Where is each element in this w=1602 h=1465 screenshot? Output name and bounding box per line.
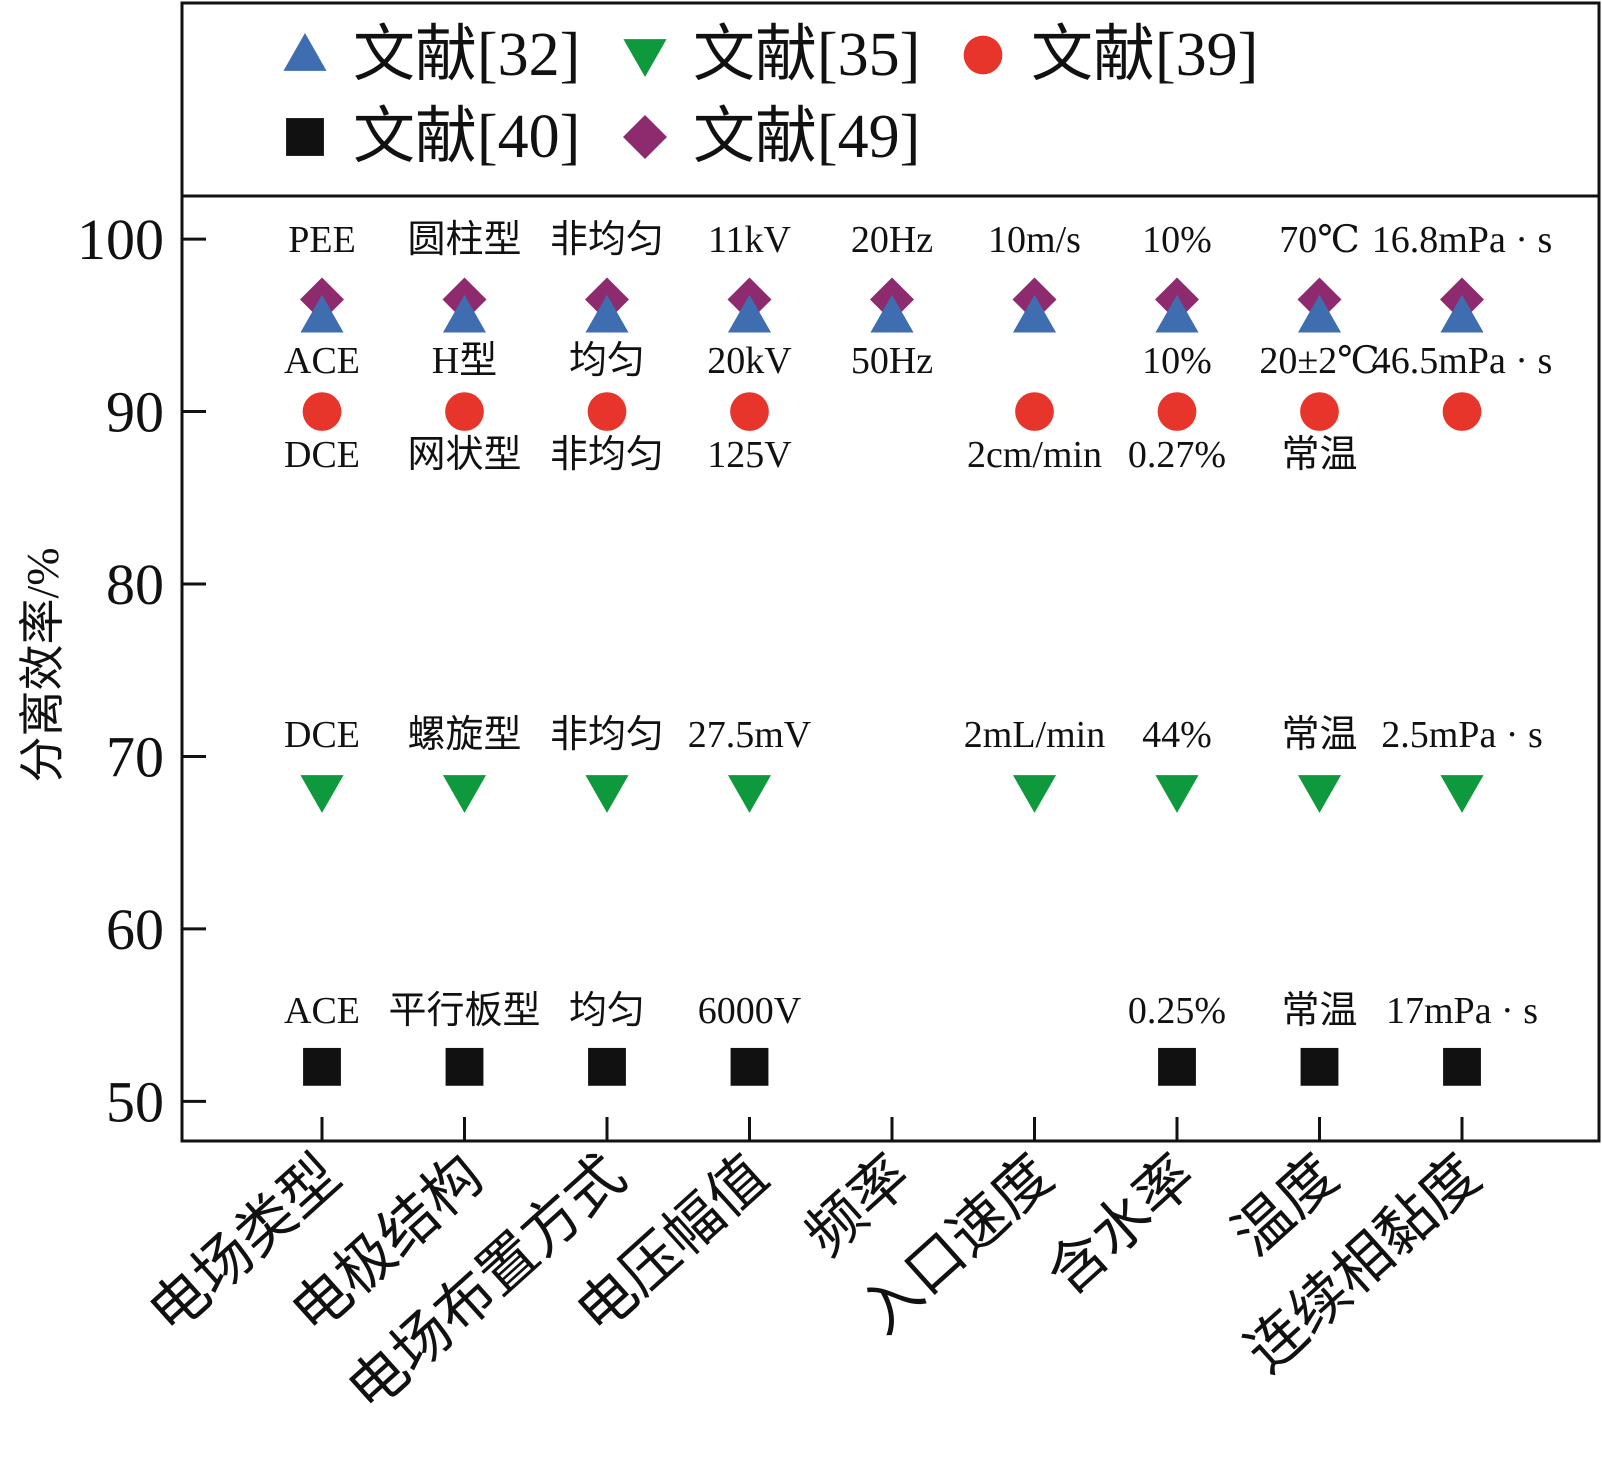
data-point-triangle-down <box>442 775 487 813</box>
point-annotation-label: 网状型 <box>407 434 521 476</box>
data-point-triangle-up <box>442 294 487 333</box>
legend-entry-label: 文献[35] <box>693 21 920 89</box>
data-point-circle <box>1015 392 1054 431</box>
data-point-square <box>445 1047 484 1086</box>
point-annotation-label: ACE <box>284 990 360 1032</box>
y-tick-label: 50 <box>106 1069 164 1134</box>
y-axis: 50 60 70 80 90 100 <box>77 207 206 1134</box>
point-annotation-label: 125V <box>707 434 792 476</box>
data-point-triangle-up <box>870 294 914 333</box>
point-annotation-label: 2cm/min <box>967 434 1102 476</box>
legend-marker-triangle-up <box>283 33 327 71</box>
point-annotation-label: 2.5mPa · s <box>1381 714 1543 756</box>
legend-entry-label: 文献[39] <box>1031 21 1258 89</box>
data-point-triangle-down <box>300 775 344 813</box>
point-annotation-label: PEE <box>288 219 356 261</box>
data-point-circle <box>302 392 342 431</box>
point-annotation-label: 6000V <box>698 990 802 1032</box>
legend: 文献[32] 文献[35] 文献[39] 文献[40] 文献[49] <box>283 21 1258 171</box>
point-annotation-label: 0.25% <box>1128 990 1226 1032</box>
point-annotation-label: 44% <box>1142 714 1212 756</box>
data-point-triangle-down <box>585 775 629 813</box>
data-point-circle <box>1300 392 1339 431</box>
data-point-circle <box>1442 392 1482 431</box>
point-annotation-label: 16.8mPa · s <box>1372 219 1553 261</box>
data-point-triangle-up <box>585 294 629 333</box>
legend-entry-label: 文献[32] <box>353 21 580 89</box>
data-point-circle <box>445 392 484 431</box>
point-annotation-label: 46.5mPa · s <box>1372 340 1553 382</box>
y-tick-label: 90 <box>106 380 164 445</box>
legend-entry-label: 文献[49] <box>693 103 920 171</box>
data-point-circle <box>730 392 769 431</box>
point-annotation-label: 均匀 <box>569 340 645 382</box>
legend-marker-diamond <box>623 115 667 159</box>
point-annotation-label: DCE <box>284 714 360 756</box>
y-tick-label: 60 <box>106 897 164 962</box>
data-point-triangle-up <box>1012 294 1057 333</box>
point-annotation-label: 非均匀 <box>550 714 664 756</box>
data-point-square <box>303 1047 341 1086</box>
point-annotation-label: 10% <box>1142 340 1212 382</box>
point-annotation-label: 20±2℃ <box>1259 340 1379 382</box>
point-annotation-label: 11kV <box>708 219 792 261</box>
data-point-triangle-up <box>1155 294 1199 333</box>
point-annotation-label: 常温 <box>1281 990 1357 1032</box>
x-category-label: 含水率 <box>1035 1142 1208 1307</box>
data-point-circle <box>1157 392 1197 431</box>
y-tick-label: 70 <box>106 724 164 789</box>
point-annotation-label: 17mPa · s <box>1386 990 1538 1032</box>
markers <box>300 277 1484 1086</box>
data-point-triangle-up <box>1297 294 1342 333</box>
data-point-triangle-down <box>1155 775 1199 813</box>
data-point-circle <box>587 392 627 431</box>
data-point-triangle-down <box>1012 775 1057 813</box>
legend-marker-circle <box>963 35 1003 75</box>
y-tick-label: 80 <box>106 552 164 617</box>
point-annotation-label: 螺旋型 <box>407 714 521 756</box>
data-point-triangle-down <box>1297 775 1342 813</box>
data-point-square <box>1443 1047 1481 1086</box>
data-point-square <box>1300 1047 1339 1086</box>
point-annotation-label: 圆柱型 <box>407 219 521 261</box>
legend-entry-label: 文献[40] <box>353 103 580 171</box>
legend-marker-square <box>286 118 324 156</box>
point-annotation-label: 70℃ <box>1279 219 1360 261</box>
data-point-square <box>730 1047 769 1086</box>
point-annotation-label: 0.27% <box>1128 434 1226 476</box>
data-point-square <box>1158 1047 1196 1086</box>
point-annotation-label: H型 <box>432 340 497 382</box>
y-tick-label: 100 <box>77 207 164 272</box>
data-point-triangle-up <box>727 294 772 333</box>
data-point-triangle-up <box>1440 294 1484 333</box>
point-annotation-label: 常温 <box>1281 434 1357 476</box>
point-annotation-label: 非均匀 <box>550 219 664 261</box>
y-axis-label: 分离效率/% <box>17 547 68 782</box>
point-annotation-label: 常温 <box>1281 714 1357 756</box>
data-point-triangle-up <box>300 294 344 333</box>
data-point-triangle-down <box>727 775 772 813</box>
data-point-square <box>588 1047 626 1086</box>
legend-marker-triangle-down <box>623 39 667 77</box>
point-annotation-label: ACE <box>284 340 360 382</box>
point-annotation-label: DCE <box>284 434 360 476</box>
point-annotation-label: 20Hz <box>851 219 933 261</box>
point-annotation-label: 2mL/min <box>964 714 1105 756</box>
point-annotation-label: 50Hz <box>851 340 933 382</box>
point-annotation-label: 10% <box>1142 219 1212 261</box>
point-annotation-label: 10m/s <box>988 219 1081 261</box>
data-point-triangle-down <box>1440 775 1484 813</box>
point-annotation-label: 27.5mV <box>688 714 812 756</box>
point-annotation-label: 平行板型 <box>388 990 540 1032</box>
point-annotation-label: 非均匀 <box>550 434 664 476</box>
point-annotation-label: 均匀 <box>569 990 645 1032</box>
point-annotation-label: 20kV <box>707 340 792 382</box>
